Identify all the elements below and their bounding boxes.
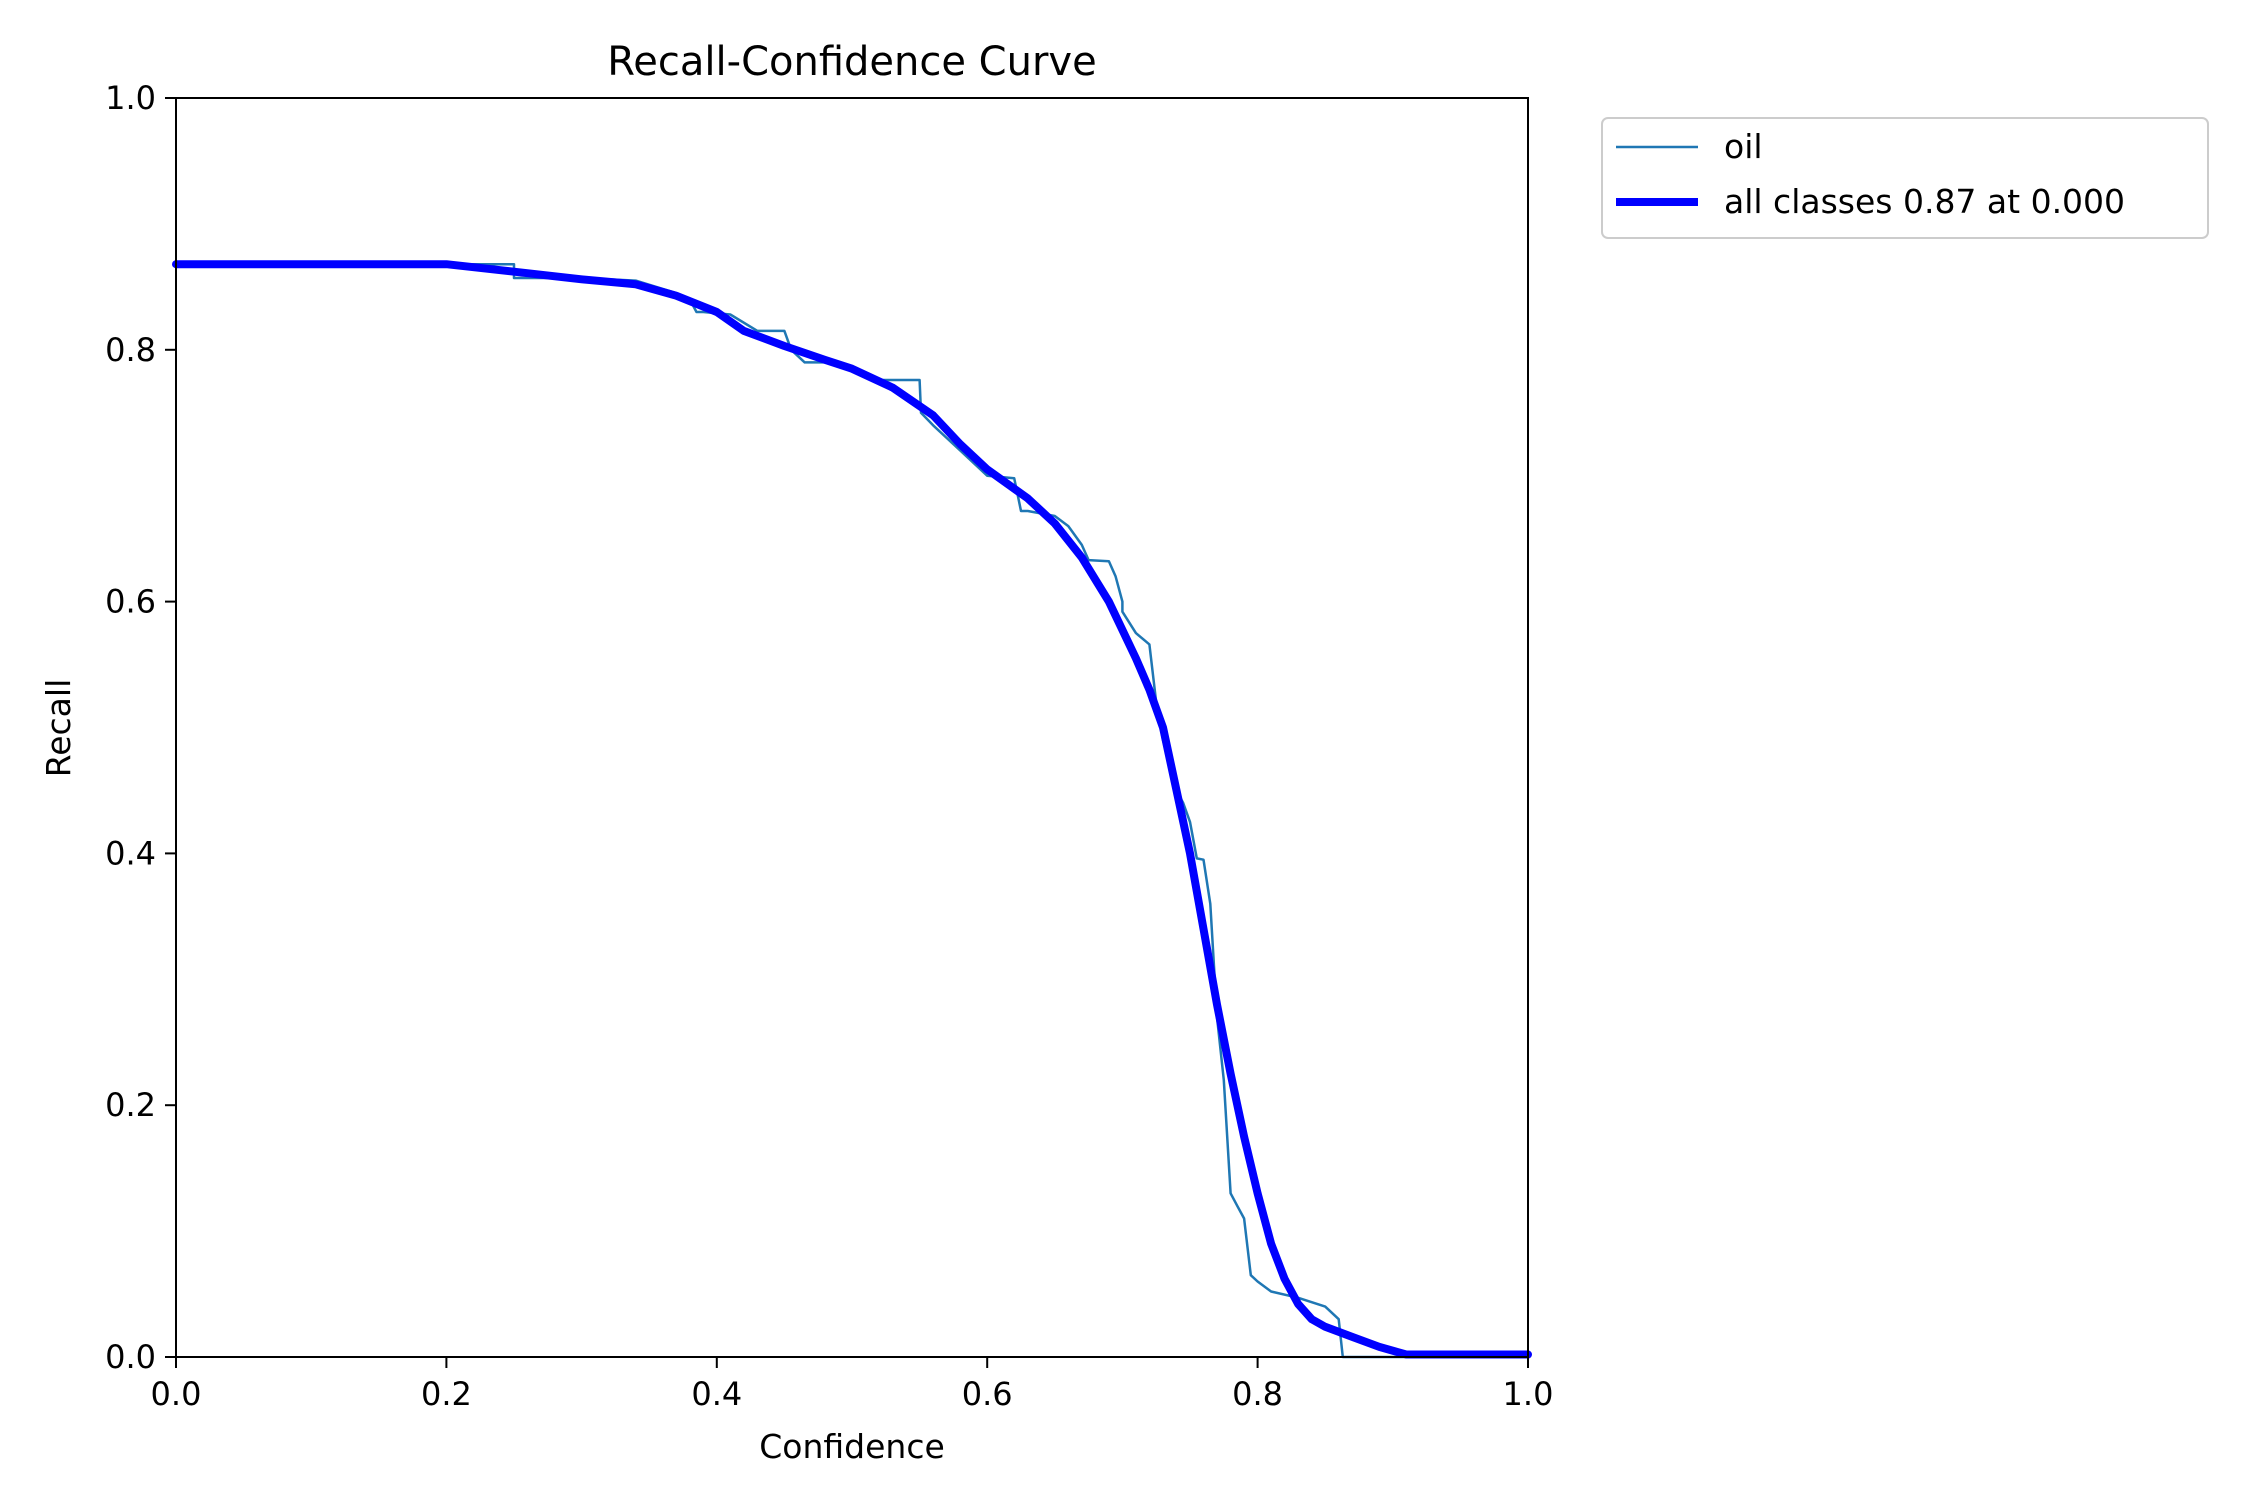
x-tick-label: 1.0 xyxy=(1503,1375,1554,1413)
y-axis-ticks: 0.0 0.2 0.4 0.6 0.8 1.0 xyxy=(105,79,176,1376)
y-axis-label: Recall xyxy=(39,679,78,777)
x-tick-label: 0.8 xyxy=(1232,1375,1283,1413)
legend-box xyxy=(1601,117,2209,239)
y-tick-label: 0.8 xyxy=(105,331,156,369)
x-axis-ticks: 0.0 0.2 0.4 0.6 0.8 1.0 xyxy=(151,1357,1554,1413)
x-tick-label: 0.2 xyxy=(421,1375,472,1413)
x-axis-label: Confidence xyxy=(759,1427,945,1466)
legend-label-oil: oil xyxy=(1724,127,1763,166)
y-tick-label: 1.0 xyxy=(105,79,156,117)
legend-label-all-classes: all classes 0.87 at 0.000 xyxy=(1724,182,2125,221)
x-tick-label: 0.0 xyxy=(151,1375,202,1413)
plot-frame xyxy=(175,97,1529,1358)
y-tick-label: 0.2 xyxy=(105,1086,156,1124)
series-line-all-classes xyxy=(172,260,1532,1359)
legend: oil all classes 0.87 at 0.000 xyxy=(1601,117,2209,239)
series-layer xyxy=(172,260,1532,1359)
y-tick-label: 0.6 xyxy=(105,583,156,621)
x-tick-label: 0.4 xyxy=(691,1375,742,1413)
y-tick-label: 0.4 xyxy=(105,834,156,872)
chart-title: Recall-Confidence Curve xyxy=(607,39,1096,85)
y-tick-label: 0.0 xyxy=(105,1338,156,1376)
x-tick-label: 0.6 xyxy=(962,1375,1013,1413)
plot-area xyxy=(172,97,1532,1359)
series-line-oil xyxy=(174,262,1530,1359)
